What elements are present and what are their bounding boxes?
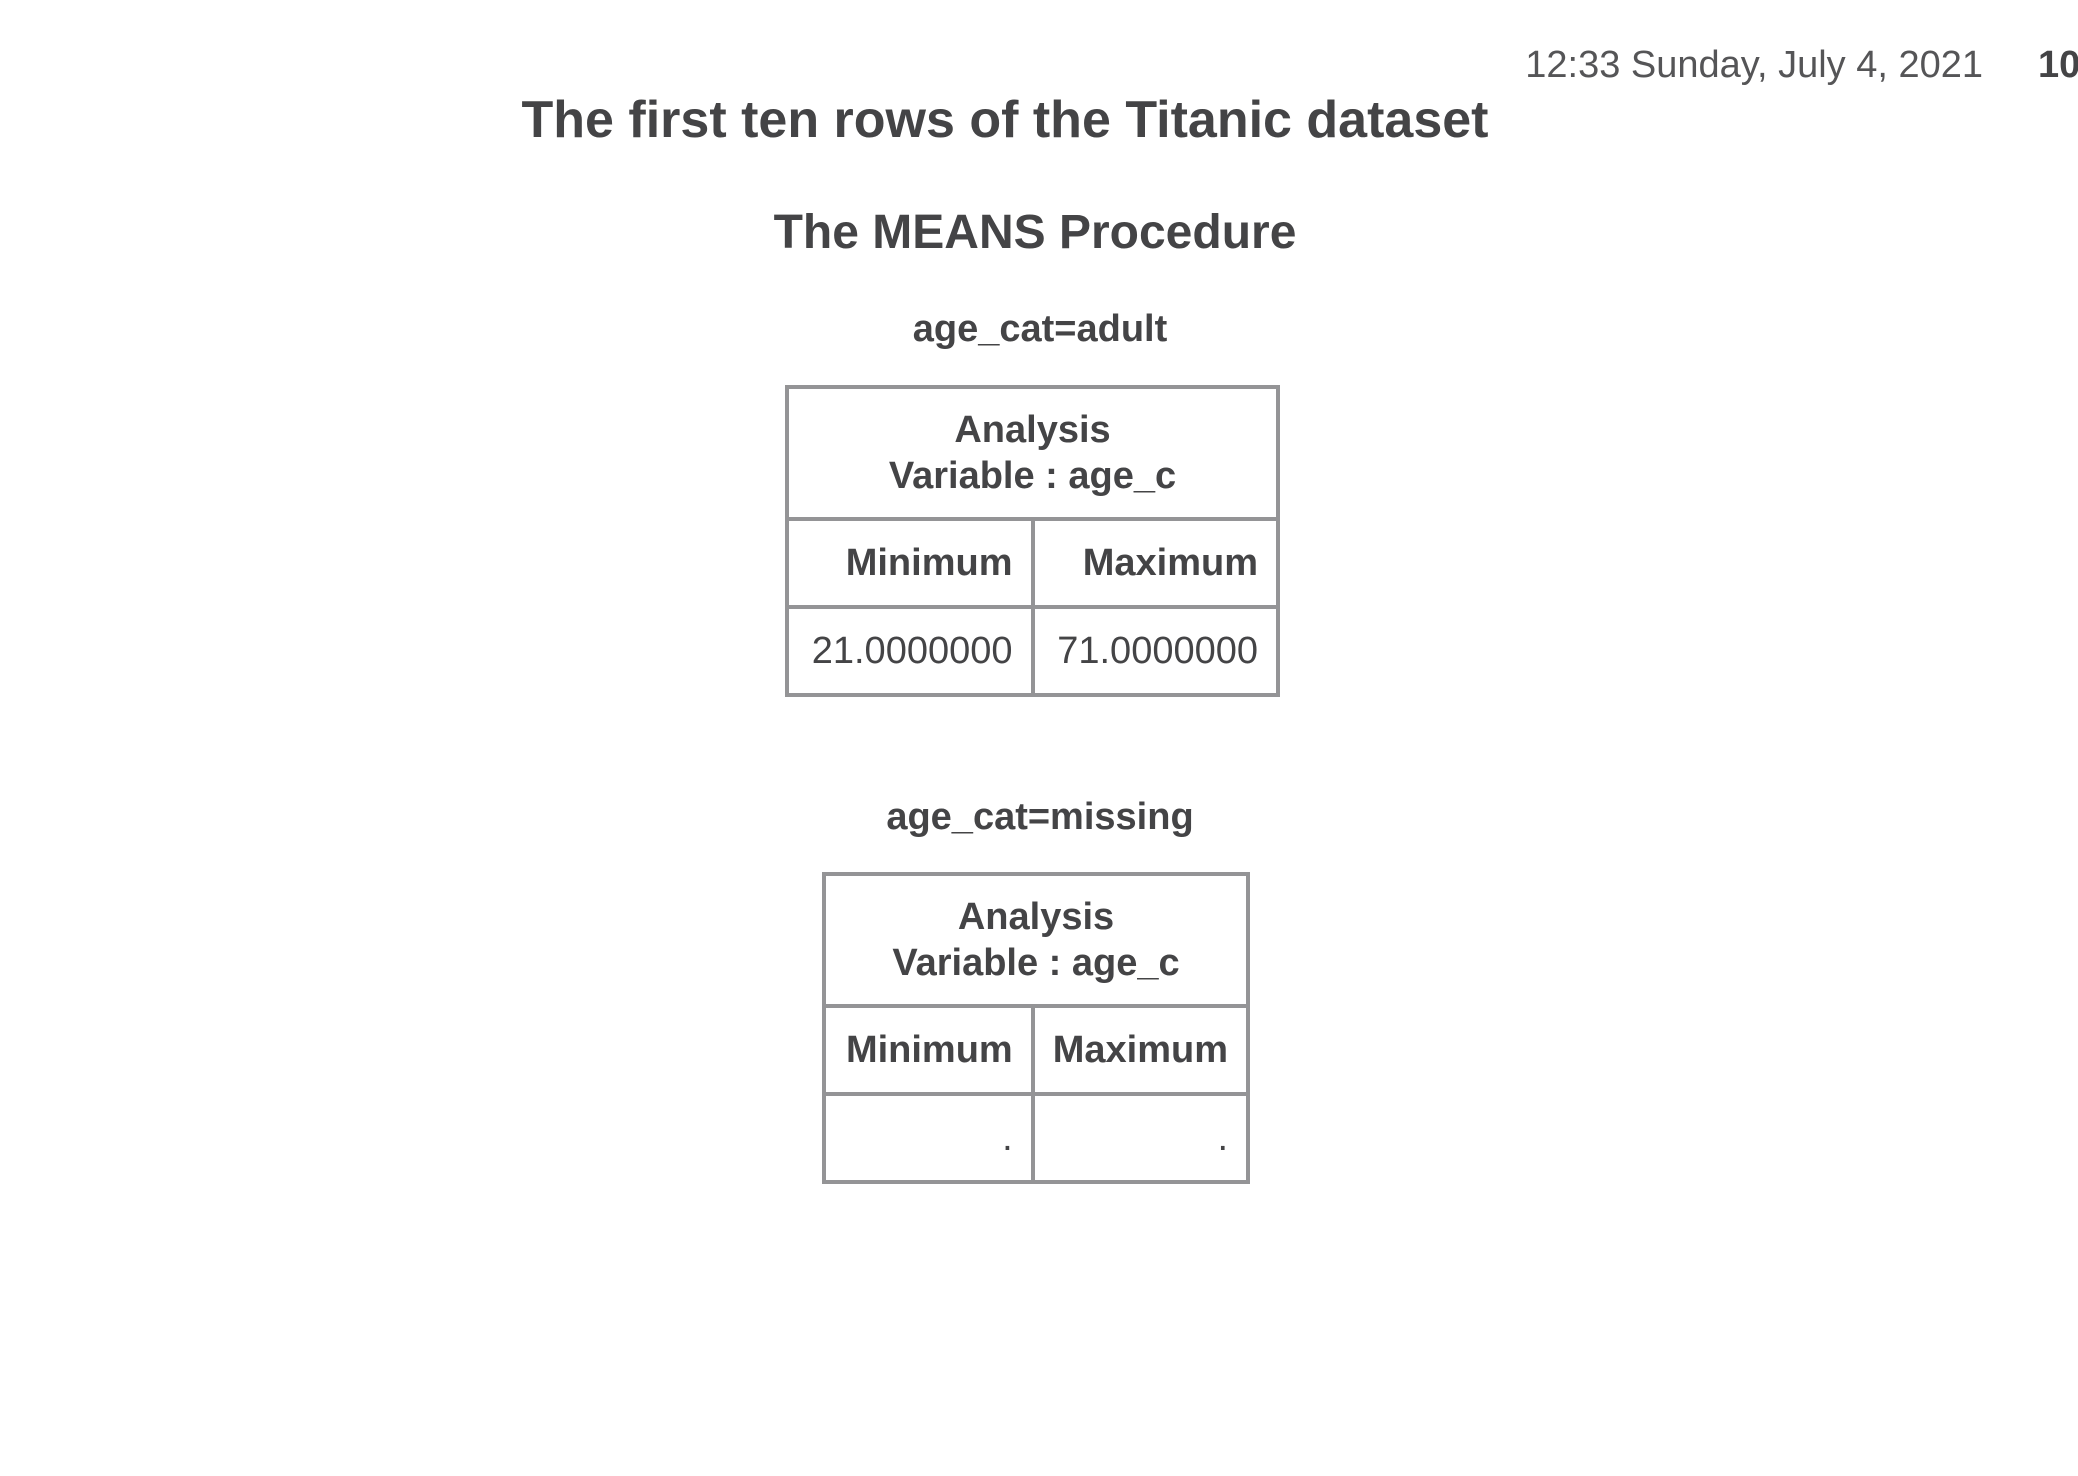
variable-label: Variable : age_c [892, 942, 1180, 984]
maximum-value: 71.0000000 [1030, 605, 1280, 697]
variable-label: Variable : age_c [888, 455, 1177, 497]
maximum-value: . [1030, 1092, 1251, 1184]
column-header-minimum: Minimum [822, 1004, 1035, 1096]
procedure-title: The MEANS Procedure [773, 206, 1297, 259]
column-header-maximum: Maximum [1030, 1004, 1251, 1096]
analysis-variable-header: Analysis Variable : age_c [785, 385, 1280, 521]
stats-table-missing: Analysis Variable : age_c Minimum Maximu… [822, 872, 1251, 1184]
byline-missing: age_cat=missing [886, 796, 1194, 838]
minimum-value: . [822, 1092, 1035, 1184]
byline-adult: age_cat=adult [912, 308, 1168, 350]
column-header-maximum: Maximum [1030, 517, 1280, 609]
analysis-label: Analysis [957, 896, 1115, 938]
minimum-value: 21.0000000 [785, 605, 1035, 697]
report-title: The first ten rows of the Titanic datase… [521, 91, 1489, 149]
table-row: 21.0000000 71.0000000 [785, 605, 1280, 697]
report-timestamp: 12:33 Sunday, July 4, 2021 [1525, 44, 1983, 86]
column-header-minimum: Minimum [785, 517, 1035, 609]
analysis-variable-header: Analysis Variable : age_c [822, 872, 1250, 1008]
table-row: . . [822, 1092, 1251, 1184]
stats-table-adult: Analysis Variable : age_c Minimum Maximu… [785, 385, 1280, 697]
analysis-label: Analysis [954, 409, 1111, 451]
page-number: 10 [2038, 44, 2078, 86]
